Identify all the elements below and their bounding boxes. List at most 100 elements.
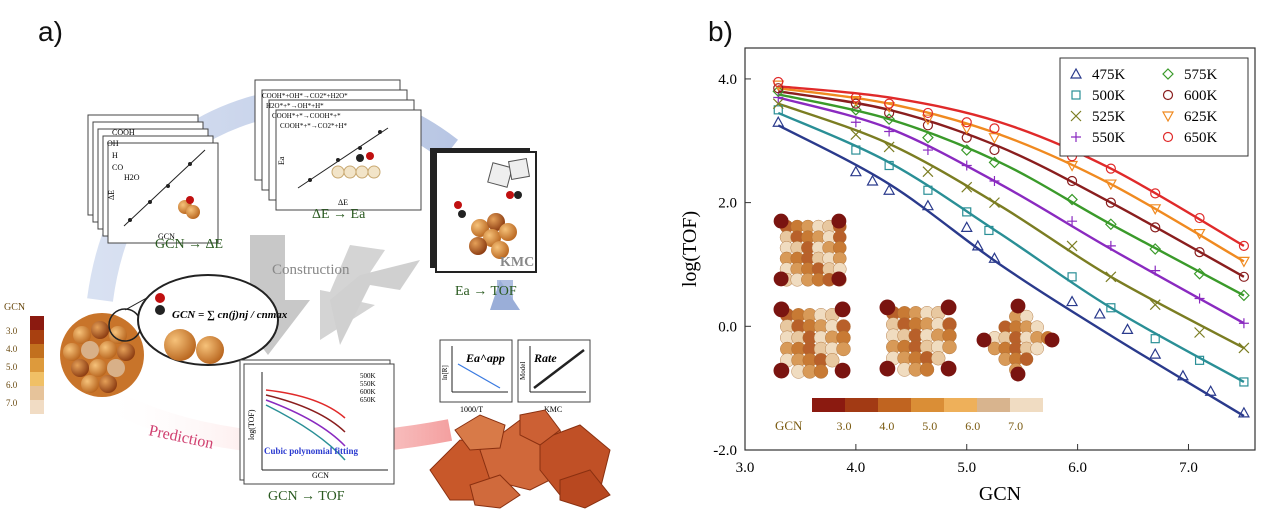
legend-label-650K: 650K [1184, 130, 1218, 146]
legend: 475K 500K 525K 550K 575K 600K 625K 650K [1059, 57, 1249, 157]
point-475K [921, 199, 934, 211]
parity-title: Rate [533, 351, 557, 365]
colorbar-tick: 5.0 [922, 419, 937, 433]
point-500K [1150, 334, 1160, 344]
legend-marker-500K [1071, 90, 1081, 100]
point-525K [961, 181, 973, 193]
point-475K [1121, 323, 1134, 334]
y-tick-label: 0.0 [718, 319, 737, 335]
arrhenius-title: Ea^app [465, 351, 505, 365]
point-600K [1150, 222, 1161, 233]
legend-marker-650K [1162, 131, 1174, 143]
colorbar-swatch [1010, 398, 1043, 412]
legend-marker-600K [1162, 89, 1174, 101]
legend-label-625K: 625K [1184, 109, 1218, 125]
point-525K [1194, 327, 1205, 338]
point-600K [1105, 197, 1116, 208]
legend-label-475K: 475K [1092, 67, 1126, 83]
mini-plot-card: log(TOF) GCN Cubic polynomial fitting 50… [239, 359, 395, 485]
point-575K [1149, 243, 1162, 255]
point-550K [1067, 216, 1078, 227]
point-475K [988, 252, 1001, 263]
x-tick-label: 5.0 [957, 460, 976, 476]
card-stack-de: COOH OH H CO H2O ΔE GCN [87, 114, 219, 244]
x-tick-label: 4.0 [846, 460, 865, 476]
point-525K [922, 166, 934, 178]
legend-label-575K: 575K [1184, 67, 1218, 83]
fit-line-500K [777, 111, 1245, 384]
fit-line-475K [777, 124, 1245, 418]
gcn-scale-tick-2: 5.0 [6, 362, 18, 372]
point-550K [961, 160, 972, 171]
point-475K [1176, 369, 1189, 381]
point-500K [984, 225, 994, 236]
colorbar-swatch [977, 398, 1010, 412]
arrhenius-ylabel: ln[R] [441, 365, 449, 380]
point-575K [883, 113, 895, 125]
point-525K [1066, 240, 1078, 252]
fit-line-575K [777, 93, 1245, 297]
point-575K [1105, 218, 1117, 231]
kmc-label: KMC [500, 255, 534, 270]
point-650K [850, 92, 861, 103]
arrhenius-card: ln[R] 1000/T Ea^app [439, 339, 513, 414]
colorbar-tick: 6.0 [965, 419, 980, 433]
point-650K [989, 123, 1000, 134]
mini-legend-3: 650K [360, 396, 376, 404]
x-axis-label: GCN [979, 483, 1021, 505]
de-ylabel: ΔE [107, 190, 116, 200]
gcn-scale-tick-3: 6.0 [6, 380, 18, 390]
axis-ticks: 3.0 4.0 5.0 6.0 7.0 -2.0 0.0 2.0 4.0 [713, 72, 1198, 476]
point-625K [921, 114, 934, 126]
gcn-colorbar: GCN 3.0 4.0 5.0 6.0 7.0 [775, 398, 1043, 433]
point-550K [884, 126, 895, 137]
legend-label-500K: 500K [1092, 88, 1126, 104]
x-tick-label: 3.0 [736, 460, 755, 476]
point-650K [961, 117, 972, 128]
point-500K [1194, 355, 1205, 365]
point-550K [850, 117, 861, 128]
gcn-formula: GCN = ∑ cn(j)nj / cnmax [172, 309, 288, 321]
point-575K [772, 85, 785, 98]
point-625K [1193, 228, 1206, 240]
point-600K [922, 120, 934, 131]
point-550K [1194, 293, 1205, 304]
workflow-diagram: COOH OH H CO H2O ΔE GCN GCN → ΔE COOH*+O… [4, 79, 611, 509]
ea-row-0: COOH*+OH*→CO2*+H2O* [262, 92, 348, 100]
panel-a-label: a) [38, 16, 63, 47]
colorbar-tick: 7.0 [1008, 419, 1023, 433]
mini-plot-ylabel: log(TOF) [247, 409, 256, 440]
panel-b-label: b) [708, 16, 733, 47]
point-475K [1066, 295, 1079, 307]
point-575K [850, 103, 862, 116]
point-475K [1149, 347, 1162, 359]
point-550K [989, 175, 1000, 186]
point-500K [773, 105, 783, 115]
legend-marker-575K [1162, 68, 1174, 80]
de-row-2: H [112, 151, 118, 160]
point-475K [849, 165, 862, 177]
point-625K [1149, 204, 1162, 216]
point-475K [1237, 406, 1250, 418]
point-600K [989, 144, 1000, 156]
construction-label: Construction [272, 262, 350, 278]
point-550K [1150, 265, 1161, 276]
point-650K [1194, 212, 1205, 224]
kmc-box: KMC [430, 148, 537, 273]
point-575K [1193, 267, 1206, 280]
panel-a: a) [0, 0, 640, 512]
step-ea-to-tof: Ea → TOF [455, 284, 517, 299]
parity-xlabel: KMC [544, 405, 562, 414]
x-tick-label: 6.0 [1068, 460, 1087, 476]
point-600K [1238, 271, 1250, 282]
point-650K [922, 107, 934, 119]
point-475K [1204, 385, 1217, 396]
step-de-to-ea: ΔE → Ea [312, 207, 366, 222]
point-525K [1238, 342, 1250, 354]
point-550K [922, 145, 933, 156]
point-500K [851, 145, 861, 155]
point-575K [922, 131, 934, 144]
point-475K [883, 184, 896, 195]
de-xlabel: GCN [158, 232, 175, 241]
colorbar-swatch [845, 398, 878, 412]
